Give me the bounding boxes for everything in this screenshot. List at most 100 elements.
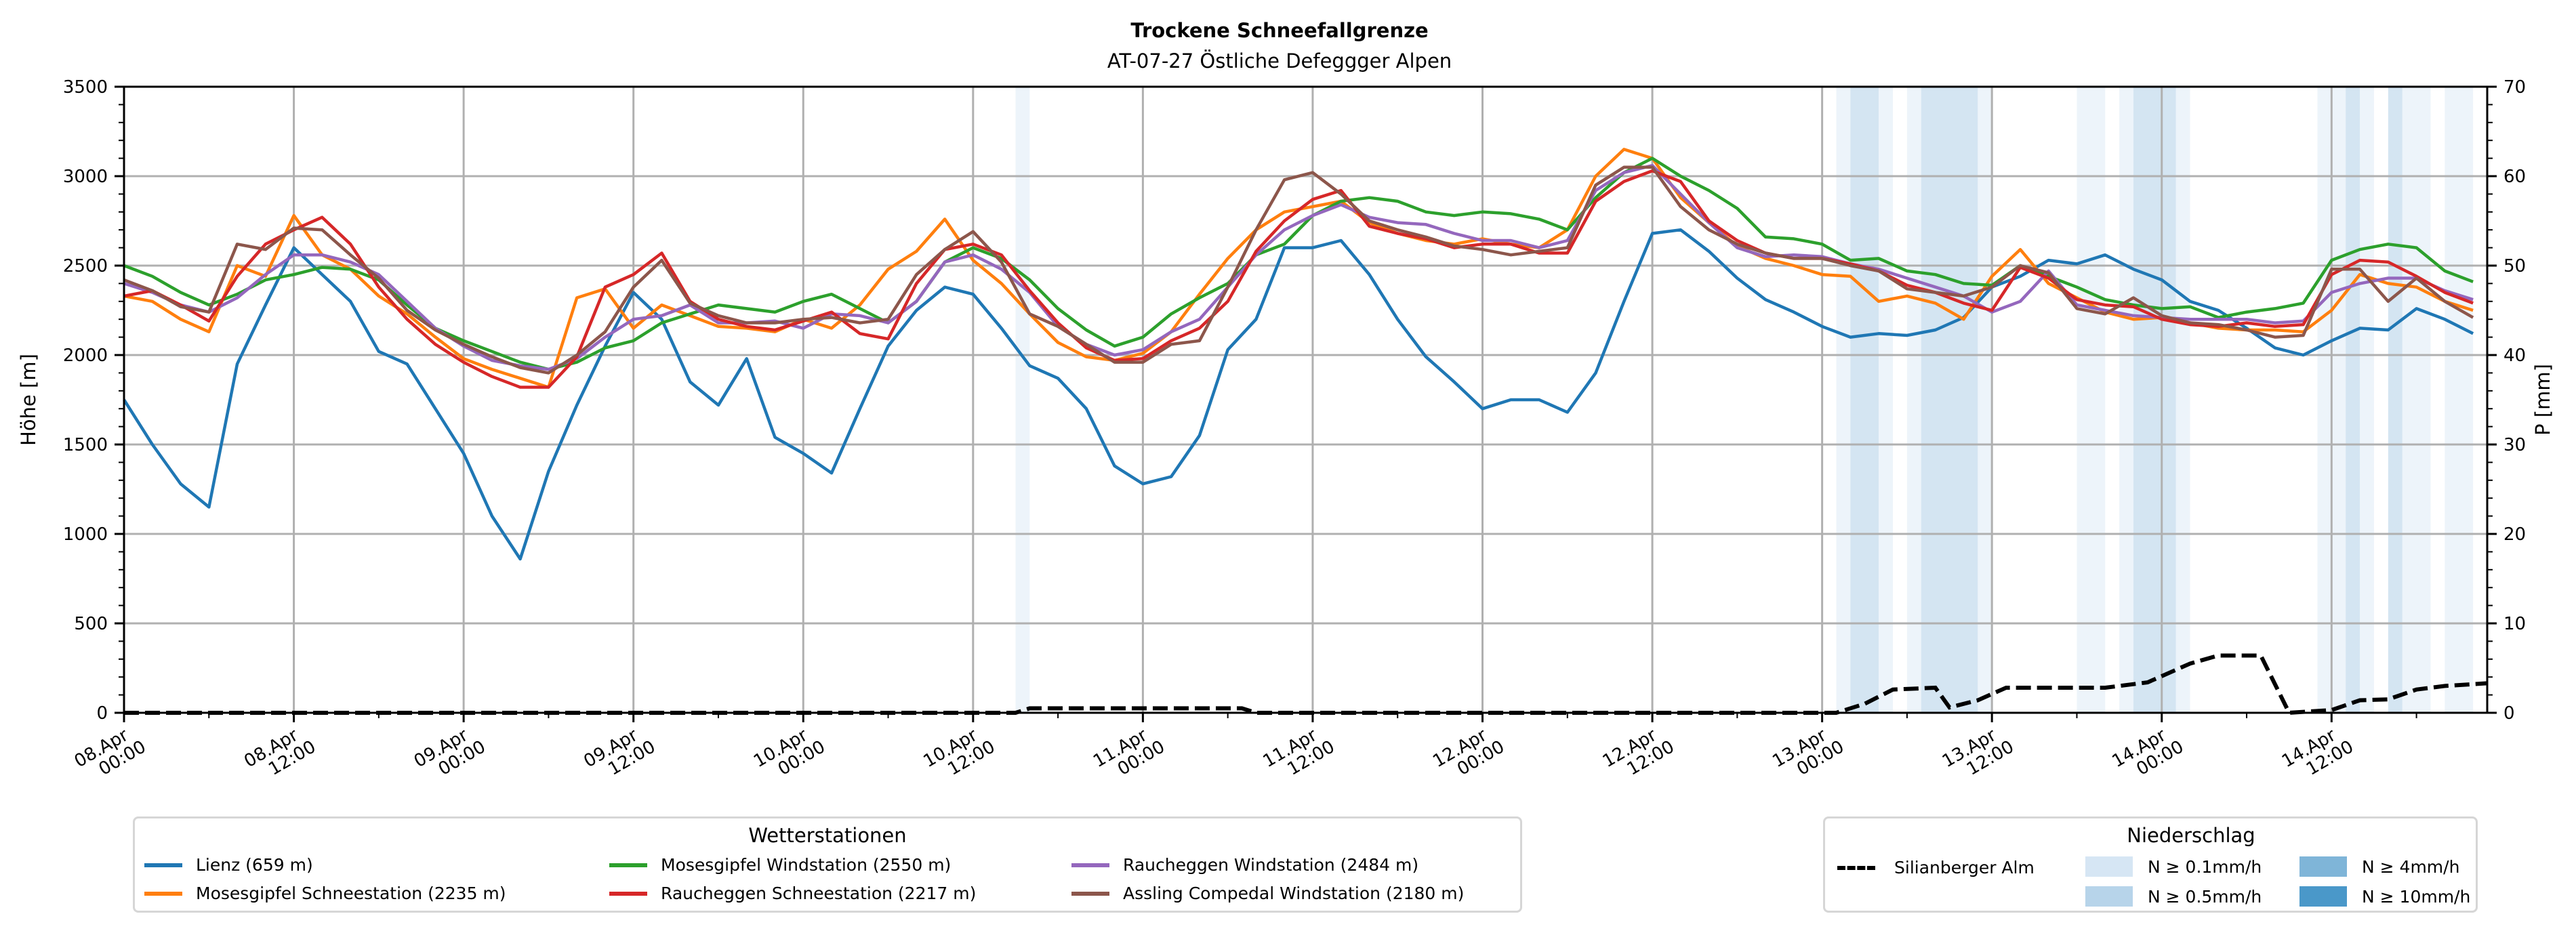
y2-axis-label: P [mm] (2531, 364, 2554, 436)
y2-tick-label: 30 (2503, 435, 2526, 455)
series-line-5 (123, 169, 2474, 389)
legend-precip-title: Niederschlag (2127, 824, 2255, 847)
precip-band (2360, 87, 2374, 713)
precip-band (1879, 87, 1894, 713)
y-tick-label: 0 (96, 703, 108, 724)
grid-lines (124, 87, 2487, 713)
legend-label: Raucheggen Schneestation (2217 m) (661, 884, 977, 903)
precip-line-group (124, 653, 2488, 716)
plot-frame (123, 85, 2489, 714)
chart-title: Trockene Schneefallgrenze (1130, 19, 1428, 42)
legend-precip: Niederschlag Silianberger Alm N ≥ 0.1mm/… (1823, 816, 2478, 913)
legend-item-station: Mosesgipfel Schneestation (2235 m) (144, 884, 506, 903)
series-line-3 (123, 157, 2474, 371)
color-swatch (2085, 856, 2133, 877)
legend-item-precip-level: N ≥ 0.1mm/h (2085, 856, 2262, 877)
legend-item-station: Assling Compedal Windstation (2180 m) (1071, 884, 1464, 903)
precip-band (2077, 87, 2106, 713)
color-swatch (2299, 886, 2347, 907)
dashed-line-swatch (1837, 865, 1875, 870)
y2-tick-label: 40 (2503, 346, 2526, 366)
y-tick-label: 1500 (63, 435, 108, 455)
line-swatch (144, 891, 182, 896)
line-swatch (1071, 863, 1109, 867)
precip-bands (1015, 87, 2474, 713)
y2-tick-label: 50 (2503, 256, 2526, 276)
series-lines (123, 148, 2474, 561)
legend-item-station: Raucheggen Schneestation (2217 m) (609, 884, 976, 903)
precip-band (1906, 87, 1921, 713)
y-axis-right: 0 10 20 30 40 50 60 70 (2487, 77, 2526, 724)
legend-label: Lienz (659 m) (196, 855, 313, 875)
precip-band (1836, 87, 1851, 713)
legend-stations-title: Wetterstationen (748, 824, 907, 847)
y2-tick-label: 70 (2503, 77, 2526, 98)
chart-subtitle: AT-07-27 Östliche Defeggger Alpen (1107, 49, 1452, 72)
series-line-6 (123, 165, 2474, 375)
legend-label: Mosesgipfel Schneestation (2235 m) (196, 884, 506, 903)
y2-tick-label: 60 (2503, 167, 2526, 187)
precip-band (2402, 87, 2431, 713)
y2-tick-label: 0 (2503, 703, 2515, 724)
precip-band (2388, 87, 2403, 713)
legend-item-precip-level: N ≥ 0.5mm/h (2085, 886, 2262, 907)
legend-item-station: Raucheggen Windstation (2484 m) (1071, 855, 1418, 875)
legend-label: Assling Compedal Windstation (2180 m) (1123, 884, 1465, 903)
precip-band (1850, 87, 1879, 713)
precip-band (2445, 87, 2474, 713)
y-tick-label: 3000 (63, 167, 108, 187)
y-tick-label: 1000 (63, 524, 108, 545)
line-swatch (609, 863, 647, 867)
color-swatch (2299, 856, 2347, 877)
precip-band (2175, 87, 2190, 713)
legend-label: N ≥ 0.1mm/h (2148, 856, 2262, 877)
y2-tick-label: 10 (2503, 614, 2526, 634)
legend-label: Raucheggen Windstation (2484 m) (1123, 855, 1419, 875)
y-axis-label: Höhe [m] (17, 354, 40, 446)
line-swatch (609, 891, 647, 896)
line-swatch (1071, 891, 1109, 896)
precip-line-silianberger (124, 653, 2488, 716)
series-line-1 (123, 228, 2474, 561)
precip-band (2119, 87, 2133, 713)
color-swatch (2085, 886, 2133, 907)
y2-tick-label: 20 (2503, 524, 2526, 545)
precip-band (2133, 87, 2176, 713)
legend-label: Silianberger Alm (1894, 858, 2035, 877)
y-tick-label: 2000 (63, 346, 108, 366)
legend-item-precip-level: N ≥ 4mm/h (2299, 856, 2459, 877)
legend-label: N ≥ 10mm/h (2362, 886, 2471, 907)
precip-band (1978, 87, 1992, 713)
precip-band (2346, 87, 2360, 713)
legend-item-silianberger: Silianberger Alm (1837, 858, 2035, 877)
legend-item-precip-level: N ≥ 10mm/h (2299, 886, 2470, 907)
legend-label: Mosesgipfel Windstation (2550 m) (661, 855, 952, 875)
legend-stations: Wetterstationen Lienz (659 m) Mosesgipfel… (133, 816, 1522, 913)
y-axis-left: 0 500 1000 1500 2000 2500 3000 3500 (63, 77, 124, 724)
precip-band (1921, 87, 1978, 713)
line-swatch (144, 863, 182, 867)
y-tick-label: 2500 (63, 256, 108, 276)
y-tick-label: 500 (74, 614, 108, 634)
legend-label: N ≥ 0.5mm/h (2148, 886, 2262, 907)
legend-label: N ≥ 4mm/h (2362, 856, 2460, 877)
precip-band (1015, 87, 1030, 713)
y-tick-label: 3500 (63, 77, 108, 98)
legend-item-station: Mosesgipfel Windstation (2550 m) (609, 855, 951, 875)
